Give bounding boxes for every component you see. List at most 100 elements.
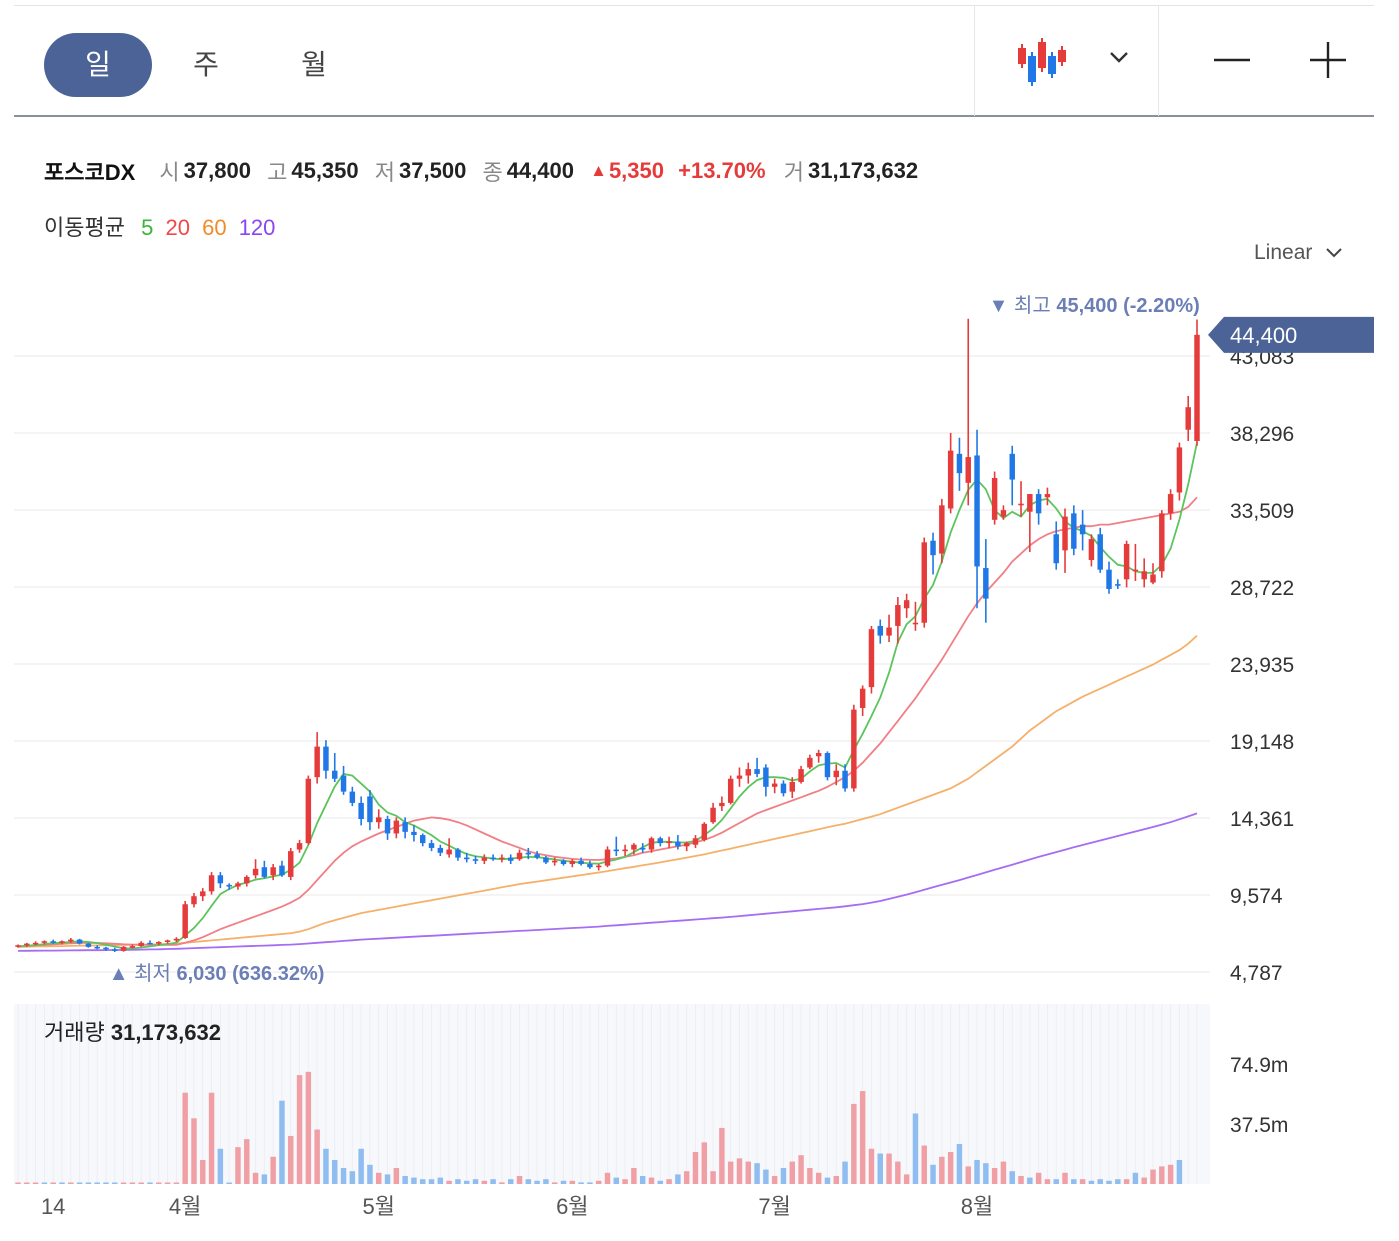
stock-name: 포스코DX <box>44 160 136 185</box>
candle <box>815 749 822 763</box>
y-tick-label: 33,509 <box>1230 500 1294 523</box>
volume-bar <box>332 1159 338 1184</box>
tab-daily[interactable]: 일 <box>44 33 152 97</box>
candle-body <box>578 860 584 865</box>
candle <box>595 864 602 871</box>
volume-bar <box>930 1164 936 1184</box>
candle <box>463 852 470 863</box>
candle-body <box>1185 407 1191 430</box>
candle <box>208 872 215 895</box>
tab-weekly[interactable]: 주 <box>193 48 219 81</box>
volume-bar <box>349 1171 356 1184</box>
volume-bar <box>833 1175 839 1184</box>
plus-icon[interactable] <box>1306 38 1350 82</box>
scale-select[interactable]: Linear <box>1254 241 1344 265</box>
candle-body <box>657 838 664 844</box>
volume-bar <box>939 1156 945 1184</box>
ma5-legend[interactable]: 5 <box>141 215 154 240</box>
chevron-down-icon[interactable] <box>1104 42 1134 72</box>
candle <box>490 854 496 861</box>
volume-bar <box>261 1174 268 1184</box>
candle <box>103 946 109 951</box>
candle <box>789 777 795 799</box>
volume-bar <box>842 1161 848 1184</box>
candle <box>912 601 919 631</box>
volume-bar <box>138 1182 144 1184</box>
volume-bar <box>420 1179 426 1184</box>
volume-bar <box>701 1142 708 1184</box>
candle-body <box>332 770 338 779</box>
volume-bar <box>543 1179 549 1184</box>
volume-bar <box>613 1177 620 1184</box>
ma60-line <box>17 634 1198 948</box>
candle-body <box>314 746 320 778</box>
candle <box>877 619 883 644</box>
candle <box>1159 510 1165 578</box>
x-tick-label: 4월 <box>169 1194 201 1219</box>
tab-monthly[interactable]: 월 <box>301 48 327 81</box>
candle-body <box>851 709 857 789</box>
volume-bar <box>1106 1180 1112 1184</box>
candle <box>120 946 127 952</box>
candle-body <box>780 783 787 794</box>
volume-bar <box>578 1182 584 1184</box>
volume-bar <box>103 1182 109 1184</box>
candle <box>50 939 56 944</box>
candle-body <box>200 891 206 897</box>
candle-body <box>930 540 936 556</box>
candle <box>543 855 549 865</box>
candle-body <box>59 941 65 943</box>
volume-bar <box>868 1148 875 1184</box>
volume-bar <box>41 1182 48 1184</box>
candle <box>1106 561 1112 594</box>
volume-bar <box>244 1139 250 1184</box>
ma20-legend[interactable]: 20 <box>165 215 190 240</box>
volume-bar <box>631 1167 637 1184</box>
candle <box>657 836 664 847</box>
x-tick-label: 14 <box>41 1194 65 1219</box>
candle <box>780 780 787 797</box>
candlestick-icon[interactable] <box>1016 38 1068 88</box>
candle-body <box>648 838 655 850</box>
candle <box>851 704 857 792</box>
candle-body <box>349 791 356 803</box>
volume-bar <box>763 1169 769 1184</box>
ma60-legend[interactable]: 60 <box>202 215 227 240</box>
candle-body <box>182 904 188 939</box>
candle-body <box>763 767 769 787</box>
candle <box>217 872 224 889</box>
candle-body <box>490 857 496 860</box>
candle <box>358 796 364 826</box>
ma120-legend[interactable]: 120 <box>238 215 276 240</box>
volume-bar <box>859 1091 866 1184</box>
volume-bar <box>1150 1169 1156 1184</box>
candle <box>516 849 523 861</box>
candle-body <box>859 688 866 708</box>
volume-bar <box>147 1182 153 1184</box>
candle-body <box>411 831 417 836</box>
candle-body <box>1000 510 1007 517</box>
high-price: 45,350 <box>291 158 359 183</box>
price-change-pct: +13.70% <box>678 158 766 183</box>
minus-icon[interactable] <box>1210 38 1254 82</box>
close-label: 종 <box>482 160 503 185</box>
candle-body <box>551 860 558 863</box>
volume-bar <box>437 1177 444 1184</box>
candle <box>965 318 971 506</box>
volume-bar <box>50 1182 56 1184</box>
moving-average-label: 이동평균 <box>44 215 125 240</box>
volume-bar <box>516 1175 523 1184</box>
volume-bar <box>877 1153 883 1184</box>
candle-body <box>1194 334 1200 441</box>
candle <box>1027 494 1033 552</box>
volume-title-value: 31,173,632 <box>111 1020 221 1045</box>
candle-body <box>76 939 83 944</box>
candle-body <box>420 835 426 844</box>
candle <box>129 944 136 949</box>
volume-bar <box>32 1182 39 1184</box>
candle <box>332 753 338 782</box>
candle-body <box>499 857 505 860</box>
candle <box>252 859 259 879</box>
candle <box>296 839 303 853</box>
